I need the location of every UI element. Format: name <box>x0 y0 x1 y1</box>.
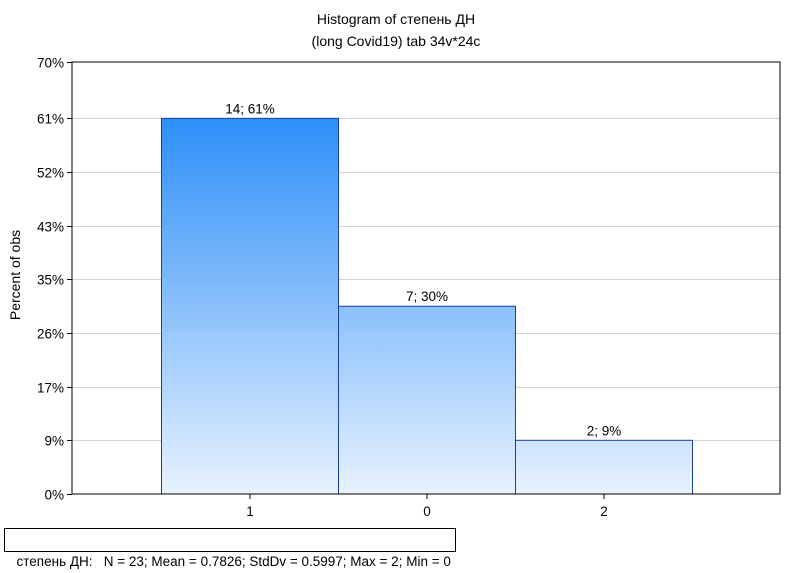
data-labels: 14; 61% 7; 30% 2; 9% <box>225 101 621 438</box>
y-tick-label: 52% <box>37 166 64 181</box>
histogram-bar <box>515 439 693 495</box>
chart-subtitle: (long Covid19) tab 34v*24c <box>312 33 481 49</box>
histogram-bar <box>338 305 516 495</box>
histogram-bar <box>161 117 339 495</box>
x-axis-ticks: 1 0 2 <box>246 494 608 519</box>
y-tick-label: 70% <box>37 56 64 71</box>
y-tick-label: 26% <box>37 327 64 342</box>
summary-stats-text: степень ДН: N = 23; Mean = 0.7826; StdDv… <box>16 554 451 569</box>
bars <box>161 117 693 495</box>
summary-stats-box: степень ДН: N = 23; Mean = 0.7826; StdDv… <box>4 528 456 569</box>
y-tick-label: 9% <box>44 434 64 449</box>
y-axis-label: Percent of obs <box>7 230 23 320</box>
bar-data-label: 2; 9% <box>587 423 622 438</box>
x-tick-label: 1 <box>246 504 254 519</box>
y-tick-label: 43% <box>37 220 64 235</box>
y-tick-label: 35% <box>37 273 64 288</box>
bar-data-label: 14; 61% <box>225 101 275 116</box>
y-tick-label: 61% <box>37 112 64 127</box>
x-tick-label: 0 <box>423 504 431 519</box>
histogram-chart: Histogram of степень ДН (long Covid19) t… <box>7 11 781 519</box>
chart-title: Histogram of степень ДН <box>317 11 475 27</box>
y-axis-ticks: 0% 9% 17% 26% 35% 43% 52% 61% 70% <box>37 56 72 503</box>
plot-area-frame <box>71 61 781 495</box>
y-tick-label: 17% <box>37 381 64 396</box>
y-tick-label: 0% <box>44 488 64 503</box>
x-tick-label: 2 <box>600 504 608 519</box>
bar-data-label: 7; 30% <box>406 289 448 304</box>
